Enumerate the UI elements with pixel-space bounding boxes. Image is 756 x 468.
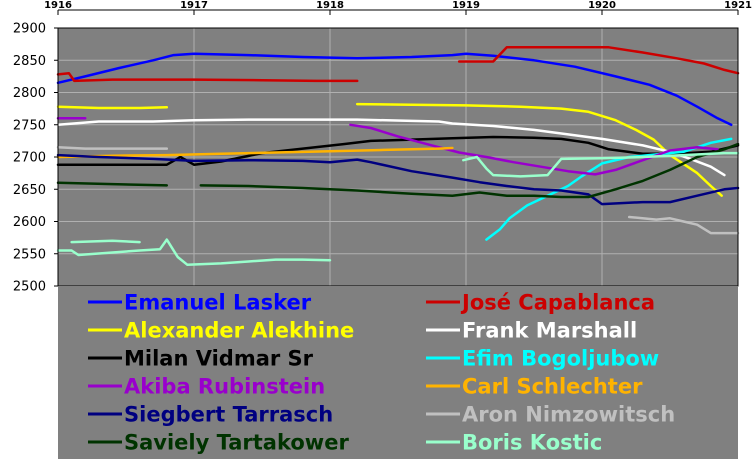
y-tick-label-2: 2600 <box>13 215 46 230</box>
legend-label-6: Akiba Rubinstein <box>124 375 325 399</box>
y-tick-label-8: 2900 <box>13 22 46 37</box>
y-tick-label-4: 2700 <box>13 151 46 166</box>
x-tick-label-3: 1919 <box>452 0 480 11</box>
y-tick-label-7: 2850 <box>13 54 46 69</box>
x-tick-label-0: 1916 <box>44 0 72 11</box>
legend-label-2: Alexander Alekhine <box>124 319 354 343</box>
series-lines <box>56 46 740 266</box>
legend-label-4: Milan Vidmar Sr <box>124 347 314 371</box>
x-tick-label-5: 1921 <box>724 0 752 11</box>
series-line-0 <box>56 52 733 127</box>
series-line-9 <box>56 146 740 235</box>
y-tick-label-5: 2750 <box>13 118 46 133</box>
legend-label-3: Frank Marshall <box>462 319 637 343</box>
legend-label-5: Efim Bogoljubow <box>462 347 659 371</box>
series-line-7 <box>56 146 454 159</box>
series-line-6 <box>56 117 719 176</box>
y-tick-label-6: 2800 <box>13 86 46 101</box>
x-tick-label-4: 1920 <box>588 0 616 11</box>
legend-label-7: Carl Schlechter <box>462 375 643 399</box>
legend-label-8: Siegbert Tarrasch <box>124 403 333 427</box>
series-line-10 <box>56 142 740 199</box>
legend-label-0: Emanuel Lasker <box>124 291 312 315</box>
series-line-8 <box>56 153 740 206</box>
legend-label-1: José Capablanca <box>460 291 655 315</box>
y-tick-label-0: 2500 <box>13 280 46 295</box>
y-tick-label-1: 2550 <box>13 247 46 262</box>
series-line-5 <box>485 137 733 241</box>
series-line-11 <box>56 151 740 266</box>
legend-box <box>58 287 738 459</box>
x-tick-label-2: 1918 <box>316 0 344 11</box>
legend-label-11: Boris Kostic <box>462 431 602 455</box>
axes: 1916 1917 1918 1919 1920 1921 2500 2550 2600 2650… <box>13 0 752 295</box>
legend-label-10: Saviely Tartakower <box>124 431 349 455</box>
x-tick-label-1: 1917 <box>180 0 208 11</box>
y-tick-label-3: 2650 <box>13 183 46 198</box>
series-line-2 <box>56 102 723 197</box>
series-line-1 <box>56 46 740 83</box>
legend-label-9: Aron Nimzowitsch <box>462 403 675 427</box>
legend: Emanuel Lasker José Capablanca Alexander A… <box>58 287 738 459</box>
